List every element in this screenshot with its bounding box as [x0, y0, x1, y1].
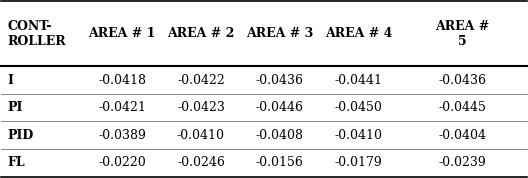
Text: -0.0418: -0.0418: [98, 74, 146, 87]
Text: -0.0239: -0.0239: [438, 156, 486, 169]
Text: -0.0436: -0.0436: [438, 74, 486, 87]
Text: AREA #
5: AREA # 5: [435, 20, 489, 48]
Text: CONT-
ROLLER: CONT- ROLLER: [8, 20, 67, 48]
Text: PI: PI: [8, 101, 23, 114]
Text: PID: PID: [8, 129, 34, 142]
Text: -0.0179: -0.0179: [335, 156, 382, 169]
Text: AREA # 2: AREA # 2: [167, 27, 234, 40]
Text: -0.0408: -0.0408: [256, 129, 304, 142]
Text: -0.0436: -0.0436: [256, 74, 304, 87]
Text: -0.0220: -0.0220: [98, 156, 146, 169]
Text: AREA # 3: AREA # 3: [246, 27, 314, 40]
Text: -0.0410: -0.0410: [177, 129, 225, 142]
Text: -0.0446: -0.0446: [256, 101, 304, 114]
Text: -0.0246: -0.0246: [177, 156, 225, 169]
Text: -0.0156: -0.0156: [256, 156, 304, 169]
Text: I: I: [8, 74, 14, 87]
Text: -0.0423: -0.0423: [177, 101, 225, 114]
Text: -0.0422: -0.0422: [177, 74, 225, 87]
Text: -0.0441: -0.0441: [335, 74, 383, 87]
Text: AREA # 1: AREA # 1: [89, 27, 156, 40]
Text: -0.0450: -0.0450: [335, 101, 382, 114]
Text: -0.0404: -0.0404: [438, 129, 486, 142]
Text: AREA # 4: AREA # 4: [325, 27, 392, 40]
Text: -0.0389: -0.0389: [98, 129, 146, 142]
Text: -0.0410: -0.0410: [335, 129, 383, 142]
Text: FL: FL: [8, 156, 25, 169]
Text: -0.0421: -0.0421: [98, 101, 146, 114]
Text: -0.0445: -0.0445: [438, 101, 486, 114]
